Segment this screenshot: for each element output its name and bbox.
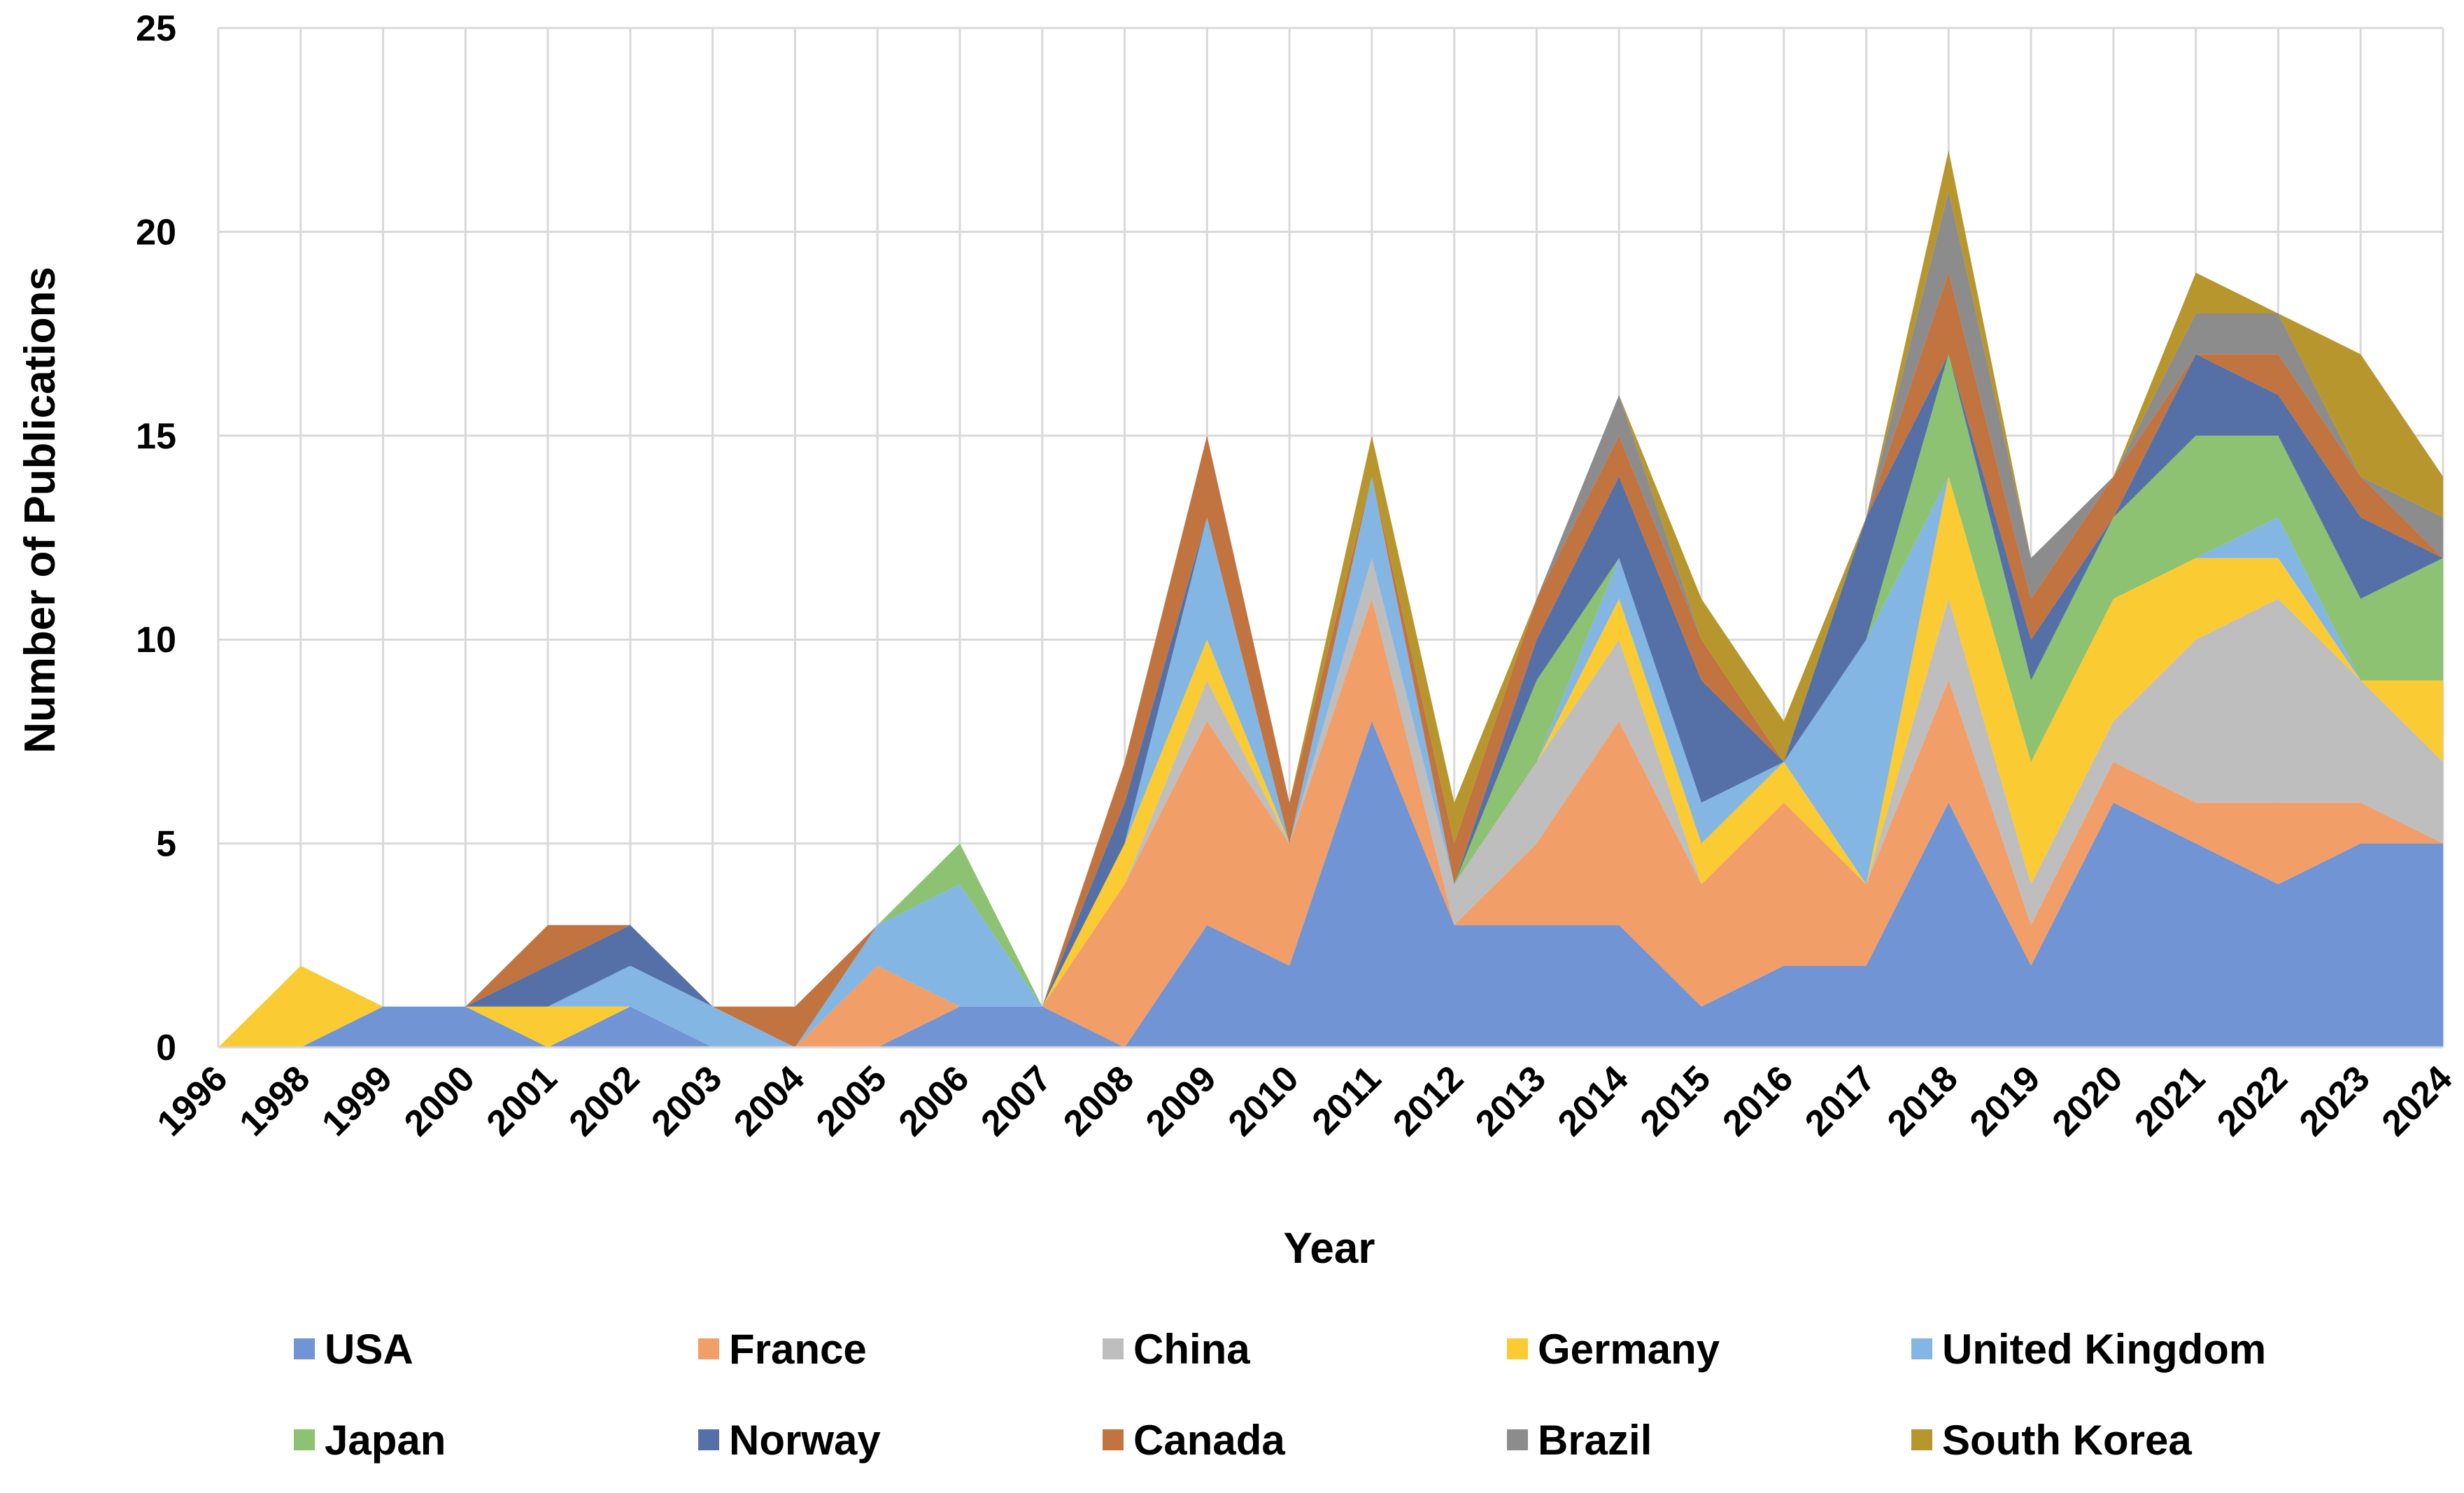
legend-swatch-united-kingdom xyxy=(1911,1338,1932,1359)
legend-label-brazil: Brazil xyxy=(1538,1417,1652,1464)
y-tick-label: 10 xyxy=(136,620,176,660)
legend-label-japan: Japan xyxy=(325,1417,446,1464)
x-axis-title: Year xyxy=(1283,1224,1375,1273)
legend: USA France China Germany United Kingdom Japan… xyxy=(294,1326,2266,1464)
x-tick-label: 2018 xyxy=(1880,1058,1966,1144)
legend-label-usa: USA xyxy=(325,1326,413,1373)
y-tick-label: 5 xyxy=(156,824,176,865)
x-tick-label: 2021 xyxy=(2127,1058,2213,1144)
legend-swatch-germany xyxy=(1507,1338,1528,1359)
x-tick-label: 2015 xyxy=(1633,1058,1719,1144)
axes: 0510152025199619981999200020012002200320… xyxy=(136,8,2460,1144)
legend-swatch-china xyxy=(1103,1338,1124,1359)
x-tick-label: 1996 xyxy=(150,1058,236,1144)
legend-swatch-japan xyxy=(294,1429,315,1450)
legend-label-south-korea: South Korea xyxy=(1942,1417,2192,1464)
legend-swatch-south-korea xyxy=(1911,1429,1932,1450)
area-series-group xyxy=(218,150,2443,1048)
x-tick-label: 2012 xyxy=(1385,1058,1471,1144)
x-tick-label: 2011 xyxy=(1305,1058,1389,1142)
area-series-germany xyxy=(218,476,2443,1047)
y-axis-title: Number of Publications xyxy=(16,267,64,753)
area-series-united-kingdom xyxy=(218,476,2443,1047)
legend-label-canada: Canada xyxy=(1133,1417,1285,1464)
legend-label-france: France xyxy=(729,1326,867,1373)
x-tick-label: 2008 xyxy=(1056,1058,1142,1144)
x-tick-label: 2005 xyxy=(809,1058,895,1144)
x-tick-label: 2020 xyxy=(2045,1058,2131,1144)
x-tick-label: 1999 xyxy=(314,1058,400,1144)
legend-swatch-france xyxy=(698,1338,719,1359)
y-tick-label: 25 xyxy=(136,8,176,49)
x-tick-label: 2009 xyxy=(1138,1058,1224,1144)
x-tick-label: 2003 xyxy=(644,1058,730,1144)
legend-swatch-brazil xyxy=(1507,1429,1528,1450)
x-tick-label: 2022 xyxy=(2209,1058,2295,1144)
x-tick-label: 2000 xyxy=(397,1058,483,1144)
legend-swatch-canada xyxy=(1103,1429,1124,1450)
x-tick-label: 2010 xyxy=(1221,1058,1307,1144)
legend-label-germany: Germany xyxy=(1538,1326,1720,1373)
x-tick-label: 2006 xyxy=(891,1058,977,1144)
area-series-canada xyxy=(218,272,2443,1048)
area-series-china xyxy=(218,558,2443,1047)
x-tick-label: 2019 xyxy=(1962,1058,2048,1144)
x-tick-label: 2024 xyxy=(2374,1058,2461,1144)
legend-swatch-usa xyxy=(294,1338,315,1359)
area-series-norway xyxy=(218,354,2443,1047)
area-series-usa xyxy=(218,721,2443,1047)
x-tick-label: 2001 xyxy=(479,1058,565,1144)
y-tick-label: 20 xyxy=(136,212,176,253)
x-tick-label: 2016 xyxy=(1715,1058,1801,1144)
x-tick-label: 2017 xyxy=(1797,1058,1883,1144)
legend-label-united-kingdom: United Kingdom xyxy=(1942,1326,2266,1373)
x-tick-label: 2023 xyxy=(2292,1058,2378,1144)
x-tick-label: 2007 xyxy=(973,1058,1059,1144)
x-tick-label: 1998 xyxy=(232,1058,318,1144)
x-tick-label: 2013 xyxy=(1468,1058,1554,1144)
area-series-france xyxy=(218,598,2443,1047)
legend-label-norway: Norway xyxy=(729,1417,881,1464)
legend-swatch-norway xyxy=(698,1429,719,1450)
y-tick-label: 0 xyxy=(156,1028,176,1068)
x-tick-label: 2002 xyxy=(562,1058,648,1144)
x-tick-label: 2004 xyxy=(726,1058,812,1144)
legend-label-china: China xyxy=(1133,1326,1250,1373)
y-tick-label: 15 xyxy=(136,416,176,457)
x-tick-label: 2014 xyxy=(1550,1058,1636,1144)
